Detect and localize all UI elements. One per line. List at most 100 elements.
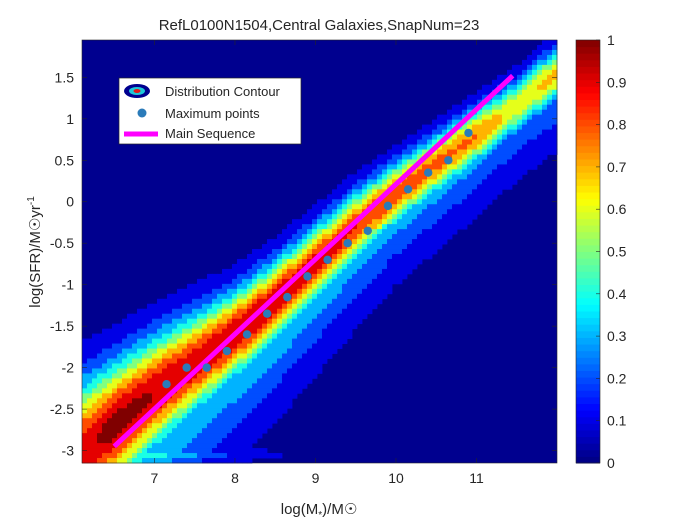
contour-cell: [87, 343, 93, 349]
contour-cell: [237, 288, 243, 295]
contour-cell: [292, 224, 298, 230]
contour-cell: [502, 129, 508, 135]
contour-cell: [312, 224, 318, 230]
contour-cell: [97, 343, 103, 349]
contour-cell: [202, 283, 208, 290]
contour-cell: [532, 64, 538, 71]
contour-cell: [282, 303, 288, 310]
contour-cell: [467, 194, 473, 200]
contour-cell: [122, 403, 128, 409]
contour-cell: [292, 353, 298, 359]
contour-cell: [462, 134, 468, 140]
contour-cell: [512, 104, 518, 111]
contour-cell: [457, 174, 463, 180]
contour-cell: [527, 89, 533, 96]
contour-cell: [92, 403, 98, 409]
contour-cell: [217, 443, 223, 449]
contour-cell: [182, 418, 188, 424]
contour-cell: [137, 448, 143, 454]
contour-cell: [547, 40, 553, 46]
contour-cell: [412, 169, 418, 175]
contour-cell: [142, 368, 148, 374]
contour-cell: [257, 373, 263, 379]
contour-cell: [147, 393, 153, 399]
contour-cell: [112, 328, 118, 335]
contour-cell: [312, 263, 318, 270]
contour-cell: [112, 423, 118, 429]
contour-cell: [82, 338, 88, 344]
contour-cell: [202, 303, 208, 310]
contour-cell: [197, 423, 203, 429]
contour-cell: [282, 263, 288, 270]
contour-cell: [377, 268, 383, 275]
contour-cell: [257, 448, 263, 454]
contour-cell: [432, 199, 438, 205]
y-tick-label: 1: [66, 111, 74, 127]
contour-cell: [242, 288, 248, 295]
contour-cell: [407, 204, 413, 210]
contour-cell: [362, 273, 368, 280]
contour-cell: [502, 139, 508, 145]
contour-cell: [422, 159, 428, 165]
contour-cell: [207, 433, 213, 439]
contour-cell: [92, 428, 98, 434]
contour-cell: [447, 204, 453, 210]
contour-cell: [257, 353, 263, 359]
contour-cell: [527, 54, 533, 61]
contour-cell: [272, 303, 278, 310]
contour-cell: [252, 453, 258, 459]
contour-cell: [207, 428, 213, 434]
contour-cell: [397, 199, 403, 205]
contour-cell: [162, 438, 168, 444]
contour-cell: [182, 393, 188, 399]
contour-cell: [277, 373, 283, 379]
contour-cell: [272, 408, 278, 414]
contour-cell: [107, 383, 113, 389]
contour-cell: [112, 448, 118, 454]
contour-cell: [427, 144, 433, 150]
contour-cell: [157, 323, 163, 330]
contour-cell: [362, 239, 368, 245]
contour-cell: [537, 84, 543, 91]
contour-cell: [522, 89, 528, 96]
contour-cell: [87, 368, 93, 374]
contour-cell: [282, 348, 288, 354]
contour-cell: [552, 89, 558, 96]
contour-cell: [442, 119, 448, 125]
contour-cell: [172, 453, 178, 459]
contour-cell: [402, 273, 408, 280]
contour-cell: [492, 174, 498, 180]
contour-cell: [302, 378, 308, 384]
contour-cell: [272, 403, 278, 409]
contour-cell: [92, 378, 98, 384]
contour-cell: [177, 403, 183, 409]
contour-cell: [352, 229, 358, 235]
contour-cell: [347, 303, 353, 310]
contour-cell: [187, 308, 193, 315]
colorbar-band: [576, 73, 600, 81]
contour-cell: [372, 214, 378, 220]
contour-cell: [462, 104, 468, 111]
contour-cell: [407, 154, 413, 160]
contour-cell: [477, 124, 483, 130]
contour-cell: [97, 418, 103, 424]
contour-cell: [547, 44, 553, 51]
contour-cell: [122, 333, 128, 339]
contour-cell: [312, 343, 318, 349]
colorbar-band: [576, 271, 600, 279]
contour-cell: [422, 134, 428, 140]
contour-cell: [502, 149, 508, 155]
contour-cell: [367, 194, 373, 200]
y-tick-label: -0.5: [50, 235, 74, 251]
contour-cell: [167, 448, 173, 454]
contour-cell: [352, 244, 358, 250]
contour-cell: [142, 428, 148, 434]
colorbar-band: [576, 416, 600, 424]
contour-cell: [267, 318, 273, 325]
contour-cell: [352, 288, 358, 295]
contour-cell: [487, 159, 493, 165]
contour-cell: [492, 144, 498, 150]
contour-cell: [457, 149, 463, 155]
contour-cell: [222, 413, 228, 419]
contour-cell: [507, 179, 513, 185]
